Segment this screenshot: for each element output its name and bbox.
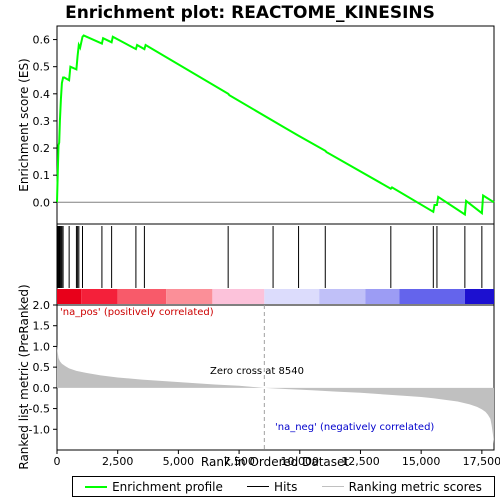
legend-item-hits: Hits	[247, 480, 297, 494]
x-tick-label-4: 10,000	[281, 455, 320, 468]
colorbar-segment-6	[319, 289, 366, 304]
x-tick-label-7: 17,500	[463, 455, 500, 468]
colorbar-segment-9	[464, 289, 494, 304]
enrichment-profile-line	[56, 34, 495, 217]
enrichment-line-swatch	[85, 485, 108, 488]
es-tick-label-0: 0.0	[33, 196, 51, 209]
x-tick-label-5: 12,500	[341, 455, 380, 468]
axes-layer: 0.0 0.1 0.2 0.3 0.4 0.5 0.6 2.0 1.5 1.0 0.5 0.0 -0.5…	[29, 34, 500, 468]
colorbar-segment-7	[365, 289, 400, 304]
colorbar-segment-3	[166, 289, 213, 304]
es-layer	[56, 34, 495, 217]
hits-layer	[57, 226, 494, 304]
es-panel	[56, 25, 495, 225]
metric-tick-label-4: 0.0	[33, 382, 51, 395]
es-tick-label-3: 0.3	[33, 115, 51, 128]
x-tick-label-0: 0	[54, 455, 61, 468]
es-tick-label-6: 0.6	[33, 34, 51, 47]
x-tick-label-6: 15,000	[402, 455, 441, 468]
legend-item-ranking: Ranking metric scores	[321, 479, 482, 494]
colorbar-segment-1	[81, 289, 118, 304]
metric-tick-label-1: 1.5	[33, 320, 51, 333]
es-tick-label-4: 0.4	[33, 88, 51, 101]
colorbar-segment-5	[264, 289, 320, 304]
metric-tick-label-5: -0.5	[29, 403, 50, 416]
es-tick-label-1: 0.1	[33, 169, 51, 182]
metric-axis-title: Ranked list metric (PreRanked)	[17, 284, 31, 469]
negative-correlation-label: 'na_neg' (negatively correlated)	[275, 422, 434, 433]
ranking-line-swatch	[321, 486, 344, 487]
legend-label-enrichment: Enrichment profile	[112, 479, 223, 494]
legend-label-ranking: Ranking metric scores	[348, 479, 482, 494]
hits-line-swatch	[247, 486, 270, 487]
metric-tick-label-0: 2.0	[33, 299, 51, 312]
es-tick-label-5: 0.5	[33, 61, 51, 74]
x-tick-label-3: 7,500	[223, 455, 255, 468]
x-tick-label-2: 5,000	[163, 455, 195, 468]
x-axis-title: Rank in Ordered Dataset	[201, 455, 349, 469]
ranking-metric-area	[57, 344, 494, 444]
colorbar-segment-2	[117, 289, 167, 304]
metric-tick-label-2: 1.0	[33, 340, 51, 353]
es-axis-title: Enrichment score (ES)	[17, 58, 31, 191]
positive-correlation-label: 'na_pos' (positively correlated)	[60, 307, 214, 318]
metric-tick-label-3: 0.5	[33, 361, 51, 374]
legend: Enrichment profile Hits Ranking metric s…	[72, 476, 495, 497]
metric-layer	[57, 305, 494, 450]
chart-title: Enrichment plot: REACTOME_KINESINS	[65, 3, 435, 23]
es-tick-label-2: 0.2	[33, 142, 51, 155]
colorbar-segment-0	[57, 289, 82, 304]
colorbar-segment-8	[399, 289, 465, 304]
zero-cross-label: Zero cross at 8540	[210, 366, 304, 377]
colorbar-segment-4	[212, 289, 265, 304]
x-tick-label-1: 2,500	[102, 455, 134, 468]
legend-label-hits: Hits	[274, 479, 298, 494]
metric-panel	[56, 304, 495, 451]
legend-item-enrichment: Enrichment profile	[85, 480, 223, 494]
metric-tick-label-6: -1.0	[29, 423, 50, 436]
